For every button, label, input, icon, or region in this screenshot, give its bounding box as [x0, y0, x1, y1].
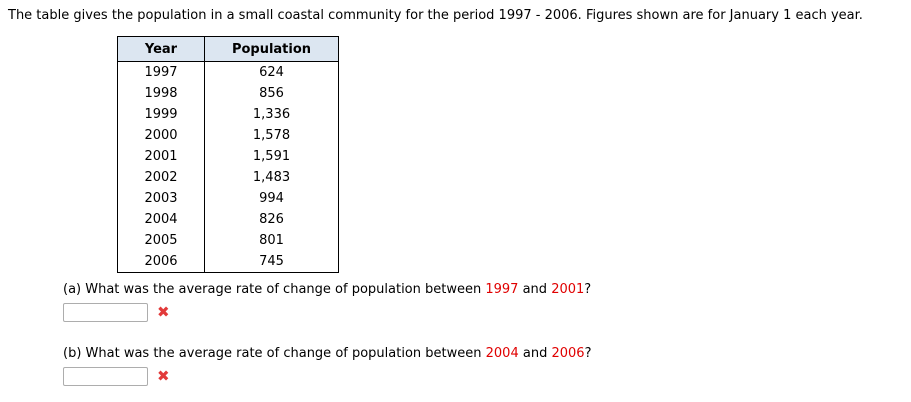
table-row: 1999 1,336	[117, 104, 339, 125]
column-header-year: Year	[117, 36, 205, 62]
year-cell: 2005	[117, 230, 205, 251]
population-cell: 1,336	[252, 107, 291, 122]
question-a-text: (a) What was the average rate of change …	[63, 282, 911, 298]
population-cell: 1,591	[252, 149, 291, 164]
table-row: 2006 745	[117, 251, 339, 273]
answer-input-a[interactable]	[63, 302, 148, 322]
highlight-year-end: 2001	[551, 282, 585, 297]
table-row: 1997 624	[117, 61, 339, 83]
year-cell: 2003	[117, 188, 205, 209]
population-cell: 624	[259, 65, 284, 80]
highlight-year-end: 2006	[551, 346, 585, 361]
table-row: 2000 1,578	[117, 125, 339, 146]
table-row: 2005 801	[117, 230, 339, 251]
population-cell: 1,483	[252, 170, 291, 185]
highlight-year-start: 2004	[485, 346, 519, 361]
table-row: 1998 856	[117, 83, 339, 104]
question-a-prefix: (a) What was the average rate of change …	[63, 282, 486, 297]
population-cell: 1,578	[252, 128, 291, 143]
year-cell: 2002	[117, 167, 205, 188]
year-cell: 1997	[117, 61, 205, 83]
year-cell: 2006	[117, 251, 205, 273]
year-cell: 1999	[117, 104, 205, 125]
answer-row-b: ✖	[63, 366, 911, 386]
table-row: 2002 1,483	[117, 167, 339, 188]
population-table-header: Year Population	[117, 36, 339, 62]
population-table: Year Population 1997 624 1998 856 1999 1…	[117, 36, 339, 273]
answer-row-a: ✖	[63, 302, 911, 322]
question-b-text: (b) What was the average rate of change …	[63, 346, 911, 362]
table-row: 2001 1,591	[117, 146, 339, 167]
incorrect-x-icon: ✖	[157, 302, 170, 321]
population-cell: 801	[259, 233, 284, 248]
question-b-block: (b) What was the average rate of change …	[0, 346, 911, 386]
question-b-suffix: ?	[584, 346, 592, 361]
table-row: 2003 994	[117, 188, 339, 209]
table-row: 2004 826	[117, 209, 339, 230]
question-b-connector: and	[518, 346, 552, 361]
question-a-suffix: ?	[584, 282, 592, 297]
incorrect-x-icon: ✖	[157, 366, 170, 385]
year-cell: 1998	[117, 83, 205, 104]
year-cell: 2004	[117, 209, 205, 230]
highlight-year-start: 1997	[485, 282, 519, 297]
year-cell: 2000	[117, 125, 205, 146]
population-cell: 745	[259, 254, 284, 269]
year-cell: 2001	[117, 146, 205, 167]
population-table-body: 1997 624 1998 856 1999 1,336 2000 1,578 …	[117, 61, 339, 273]
header-row: Year Population	[117, 36, 339, 62]
column-header-population: Population	[204, 36, 339, 62]
question-a-connector: and	[518, 282, 552, 297]
population-cell: 826	[259, 212, 284, 227]
intro-text: The table gives the population in a smal…	[8, 8, 863, 23]
population-cell: 856	[259, 86, 284, 101]
population-cell: 994	[259, 191, 284, 206]
question-a-block: (a) What was the average rate of change …	[0, 282, 911, 322]
question-b-prefix: (b) What was the average rate of change …	[63, 346, 486, 361]
answer-input-b[interactable]	[63, 366, 148, 386]
